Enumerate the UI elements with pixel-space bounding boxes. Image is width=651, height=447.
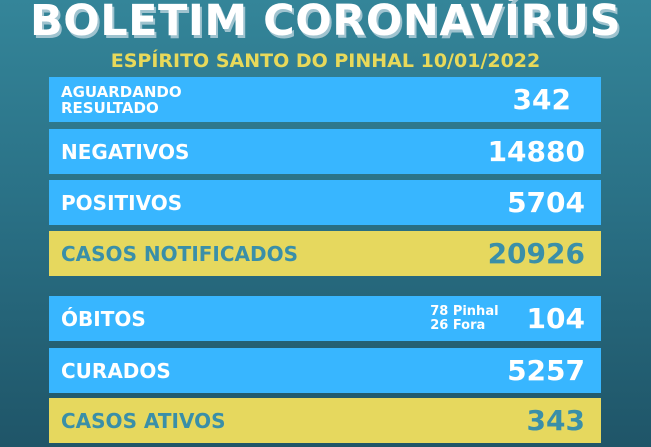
row-label: POSITIVOS: [61, 190, 183, 215]
row-notified-cases: CASOS NOTIFICADOS 20926: [49, 231, 601, 276]
row-negatives: NEGATIVOS 14880: [49, 129, 601, 174]
label-line-2: RESULTADO: [61, 98, 159, 117]
row-value: 104: [526, 302, 585, 335]
label-line-1: AGUARDANDO: [61, 82, 182, 101]
note-line-2: 26 Fora: [430, 317, 486, 333]
row-positives: POSITIVOS 5704: [49, 180, 601, 225]
row-active-cases: CASOS ATIVOS 343: [49, 398, 601, 443]
row-awaiting-result: AGUARDANDO RESULTADO 342: [49, 77, 601, 122]
row-value: 343: [526, 404, 585, 437]
row-deaths: ÓBITOS 78 Pinhal 26 Fora 104: [49, 296, 601, 341]
row-value: 5704: [507, 186, 585, 219]
row-label: ÓBITOS: [61, 306, 146, 331]
row-value: 14880: [487, 135, 585, 168]
row-label: AGUARDANDO RESULTADO: [61, 84, 513, 116]
row-label: CURADOS: [61, 358, 171, 383]
bulletin-title: BOLETIM CORONAVÍRUS: [29, 0, 622, 46]
row-label: CASOS ATIVOS: [61, 408, 226, 433]
row-value: 20926: [487, 237, 585, 270]
row-label: NEGATIVOS: [61, 139, 190, 164]
row-value: 342: [512, 83, 571, 116]
row-value: 5257: [507, 354, 585, 387]
note-line-1: 78 Pinhal: [430, 303, 499, 319]
row-label: CASOS NOTIFICADOS: [61, 241, 299, 266]
bulletin-subtitle: ESPÍRITO SANTO DO PINHAL 10/01/2022: [110, 50, 541, 72]
row-recovered: CURADOS 5257: [49, 348, 601, 393]
deaths-breakdown: 78 Pinhal 26 Fora: [430, 303, 499, 333]
